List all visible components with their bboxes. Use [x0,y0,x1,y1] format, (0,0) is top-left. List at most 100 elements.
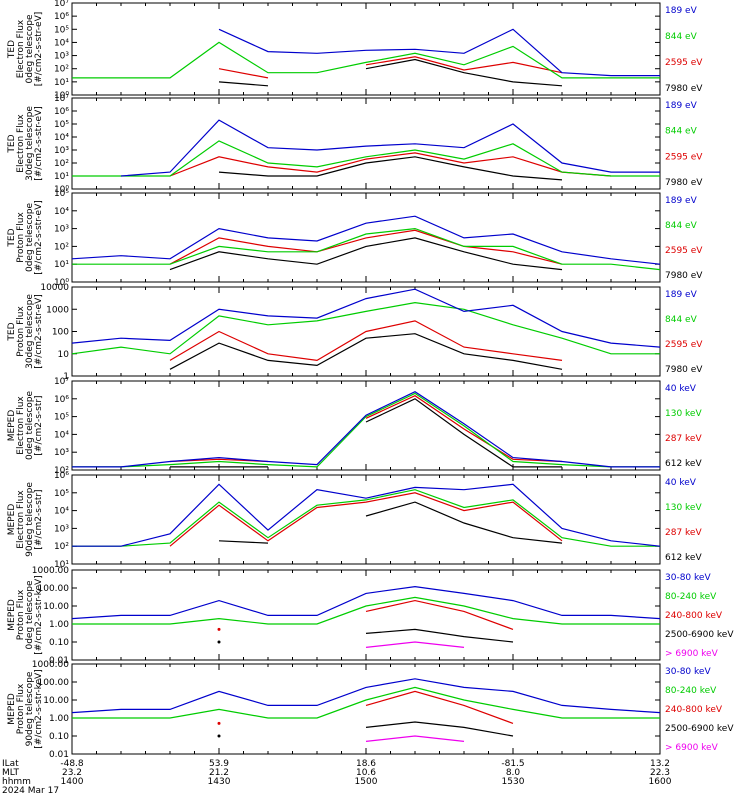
y-tick-label: 1000.00 [32,566,69,576]
y-tick-label: 10⁴ [54,38,69,48]
series-line [72,227,661,271]
y-tick-label: 10³ [54,146,69,156]
series-line [71,215,661,265]
legend-entry: 189 eV [665,290,698,300]
series-line [365,599,514,630]
y-axis-title-line: Proton Flux [16,212,26,263]
y-tick-label: 10.00 [43,602,69,612]
y-tick-label: 10000 [40,283,69,293]
y-axis-title-line: TED [7,134,17,153]
legend-entry: 844 eV [665,221,698,231]
series-point [217,734,221,738]
legend-entry: 240-800 keV [665,705,723,715]
footer-row-label: ILat [2,759,19,769]
y-tick-label: 10.00 [43,696,69,706]
y-tick-label: 10¹ [54,78,69,88]
series-line [72,596,660,625]
footer-value-mlt: 22.3 [650,768,670,778]
footer-value-hhmm: 1600 [649,777,672,787]
legend-entry: 2500-6900 keV [665,630,734,640]
y-axis-title-line: 0deg telescope [25,203,35,273]
series-line [169,492,563,547]
series-line [218,28,660,77]
y-tick-label: 10⁵ [54,120,69,130]
legend-entry: 30-80 keV [665,573,711,583]
legend-entry: 7980 eV [665,271,703,281]
panel-frame [71,2,661,96]
legend-entry: 130 keV [665,409,702,419]
footer-value-ilat: 18.6 [356,759,376,769]
y-tick-label: 10³ [54,52,69,62]
panel-frame [71,380,661,471]
y-tick-label: 10⁵ [54,25,69,35]
footer-value-ilat: -81.5 [501,759,524,769]
y-tick-label: 10⁷ [54,94,69,104]
y-tick-label: 10³ [54,524,69,534]
series-line [72,140,660,177]
y-axis-title-line: Electron Flux [16,19,26,78]
y-tick-label: 10¹ [54,260,69,270]
y-axis-title-line: 90deg telescope [25,482,35,557]
y-tick-label: 10² [54,65,69,75]
y-tick-label: 0.10 [49,638,69,648]
series-line [218,156,563,181]
y-axis-title-line: [#/cm2-s-str-eV] [34,12,44,87]
y-axis-title-line: [#/cm2-s-str-keV] [34,575,44,654]
series-line [218,81,269,87]
legend-entry: 240-800 keV [665,611,723,621]
legend-entry: 2595 eV [665,152,703,162]
series-line [72,483,661,547]
footer-value-ilat: -48.8 [60,759,84,769]
y-axis-title-line: Proton Flux [16,589,26,640]
y-tick-label: 0.01 [49,656,69,666]
y-tick-label: 10⁶ [54,471,69,481]
series-line [71,585,661,620]
chart-panel-1: 10⁰ 10¹ 10² 10³ 10⁴ 10⁵ 10⁶ 10⁷ TED Electron Flux… [7,0,703,101]
y-axis-title-line: 30deg telescope [25,294,35,369]
legend-entry: 80-240 keV [665,592,717,602]
y-tick-label: 10⁶ [54,12,69,22]
y-tick-label: 10² [54,159,69,169]
y-tick-label: 10⁴ [54,133,69,143]
y-tick-label: 1.00 [49,620,69,630]
series-line [72,686,660,719]
y-tick-label: 100 [52,328,69,338]
series-line [169,152,612,177]
y-tick-label: 10⁶ [54,395,69,405]
y-tick-label: 10¹ [54,172,69,182]
y-tick-label: 10⁴ [54,207,69,217]
legend-entry: 844 eV [665,127,698,137]
legend-entry: 189 eV [665,101,698,111]
y-axis-title-line: Proton Flux [16,683,26,734]
y-tick-label: 100.00 [38,584,70,594]
series-line [72,41,660,79]
y-tick-label: 10⁰ [54,91,69,101]
legend-entry: 2595 eV [665,340,703,350]
y-axis-title-line: [#/cm2-s-str] [34,489,44,549]
legend-entry: 2595 eV [665,58,703,68]
legend-entry: 2500-6900 keV [665,724,734,734]
series-line [218,540,269,544]
footer-value-hhmm: 1400 [61,777,84,787]
footer-value-ilat: 53.9 [209,759,229,769]
y-axis-title-line: MEPED [7,693,17,725]
legend-entry: 7980 eV [665,178,703,188]
y-tick-label: 10⁴ [54,507,69,517]
y-tick-label: 10⁶ [54,107,69,117]
series-line [169,333,563,370]
y-axis-title-line: MEPED [7,504,17,536]
panel-frame [71,474,661,565]
series-line [71,288,661,348]
y-tick-label: 1000 [46,305,69,315]
y-axis-title-line: [#/cm2-s-str-eV] [34,294,44,369]
chart-panel-2: 10⁰ 10¹ 10² 10³ 10⁴ 10⁵ 10⁶ 10⁷ TED Electron Flux… [7,94,703,195]
series-line [365,398,562,468]
y-tick-label: 10⁵ [54,489,69,499]
legend-entry: 130 keV [665,503,702,513]
legend-entry: 40 keV [665,478,697,488]
legend-entry: 189 eV [665,6,698,16]
series-line [365,501,563,544]
footer-value-mlt: 8.0 [506,768,521,778]
series-line [218,68,269,79]
y-axis-title-line: Electron Flux [16,490,26,549]
